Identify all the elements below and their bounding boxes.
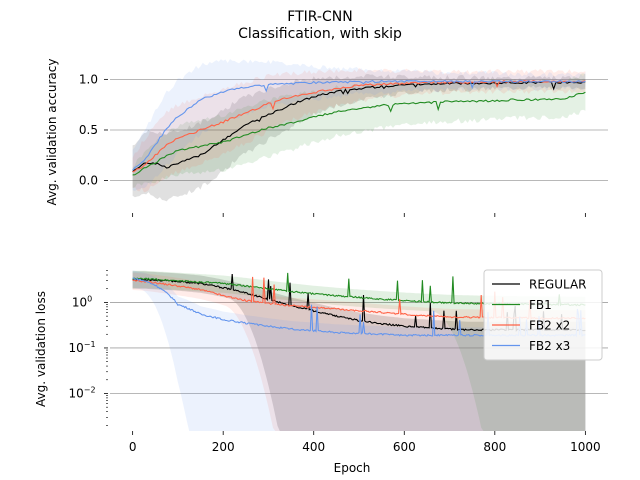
loss-y-tick-label: 100 [72,294,92,309]
x-tick-label: 0 [129,440,137,454]
accuracy-line-fb1 [132,91,586,176]
legend-label: FB2 x2 [529,319,570,333]
loss-band-regular [132,271,586,431]
legend-label: REGULAR [529,278,587,292]
x-axis-label: Epoch [334,461,371,475]
accuracy-band-fb1 [132,73,586,188]
x-tick-label: 1000 [570,440,601,454]
legend-box [483,269,603,361]
loss-band-fb1 [132,270,586,431]
loss-band-fb2-x2 [132,272,586,431]
accuracy-y-tick-label: 0.0 [79,174,98,188]
loss-y-axis-label: Avg. validation loss [34,291,48,407]
accuracy-band-fb2-x3 [132,59,586,191]
accuracy-y-axis-label: Avg. validation accuracy [45,59,59,206]
x-tick-label: 400 [302,440,325,454]
accuracy-band-regular [132,74,586,202]
figure-subtitle: Classification, with skip [238,26,402,42]
x-tick-label: 600 [393,440,416,454]
loss-band-fb2-x3 [132,270,586,431]
legend-label: FB2 x3 [529,339,570,353]
accuracy-line-fb2-x2 [132,79,586,173]
loss-y-tick-label: 10−1 [68,340,95,355]
loss-y-tick-label: 10−2 [68,385,95,400]
accuracy-y-tick-label: 0.5 [79,123,98,137]
x-tick-label: 800 [483,440,506,454]
accuracy-plot: 0.0 0.5 1.0 [79,59,608,217]
figure-title: FTIR-CNN [287,9,352,25]
x-tick-label: 200 [212,440,235,454]
accuracy-y-tick-label: 1.0 [79,72,98,86]
accuracy-line-regular [132,80,586,173]
legend-label: FB1 [529,298,552,312]
accuracy-line-fb2-x3 [132,79,586,171]
legend: REGULAR FB1 FB2 x2 FB2 x3 [483,269,603,361]
accuracy-band-fb2-x2 [132,67,586,193]
